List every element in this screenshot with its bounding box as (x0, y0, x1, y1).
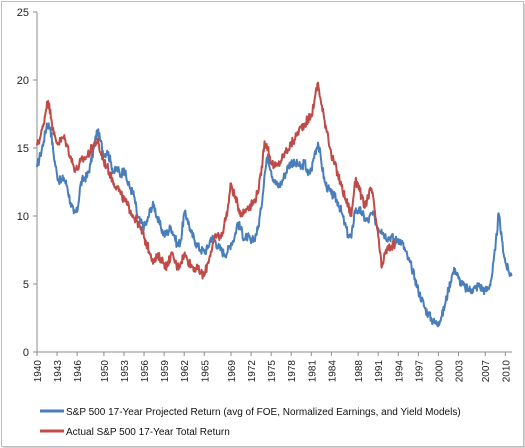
x-tick-label-1988: 1988 (354, 360, 365, 383)
x-tick-label-1956: 1956 (140, 360, 151, 383)
x-tick-label-1972: 1972 (247, 360, 258, 383)
x-tick-label-1943: 1943 (53, 360, 64, 383)
actual-return-line (36, 81, 396, 280)
legend-item-projected: S&P 500 17-Year Projected Return (avg of… (40, 407, 461, 418)
x-tick-label-1978: 1978 (287, 360, 298, 383)
x-tick-label-1991: 1991 (374, 360, 385, 383)
x-tick-label-1953: 1953 (120, 360, 131, 383)
x-tick-label-1962: 1962 (180, 360, 191, 383)
y-axis-ticks: 0 5 10 15 20 25 (17, 7, 37, 359)
x-tick-label-1959: 1959 (160, 360, 171, 383)
x-tick-label-1997: 1997 (414, 360, 425, 383)
x-tick-label-1975: 1975 (267, 360, 278, 383)
y-tick-label-10: 10 (17, 211, 29, 223)
y-tick-label-20: 20 (17, 75, 29, 87)
legend: S&P 500 17-Year Projected Return (avg of… (40, 407, 461, 438)
y-tick-label-0: 0 (23, 347, 29, 359)
x-tick-label-2007: 2007 (481, 360, 492, 383)
x-tick-label-2003: 2003 (454, 360, 465, 383)
series-layer (36, 81, 513, 328)
x-tick-label-2000: 2000 (434, 360, 445, 383)
x-tick-label-1946: 1946 (73, 360, 84, 383)
y-tick-label-25: 25 (17, 7, 29, 19)
projected-return-line (36, 122, 513, 328)
legend-label-actual: Actual S&P 500 17-Year Total Return (66, 427, 230, 438)
plot-area (36, 12, 512, 353)
x-tick-label-1984: 1984 (327, 360, 338, 383)
x-tick-label-1969: 1969 (227, 360, 238, 383)
y-tick-label-15: 15 (17, 143, 29, 155)
x-tick-label-1965: 1965 (200, 360, 211, 383)
x-axis-ticks: 1940 1943 1946 1950 1953 1956 1959 1962 1965 1969… (33, 352, 512, 382)
x-tick-label-1981: 1981 (307, 360, 318, 383)
x-tick-label-1950: 1950 (100, 360, 111, 383)
x-tick-label-2010: 2010 (501, 360, 512, 383)
x-tick-label-1940: 1940 (33, 360, 44, 383)
x-tick-label-1994: 1994 (394, 360, 405, 383)
y-tick-label-5: 5 (23, 279, 29, 291)
legend-item-actual: Actual S&P 500 17-Year Total Return (40, 427, 230, 438)
legend-label-projected: S&P 500 17-Year Projected Return (avg of… (66, 407, 461, 418)
